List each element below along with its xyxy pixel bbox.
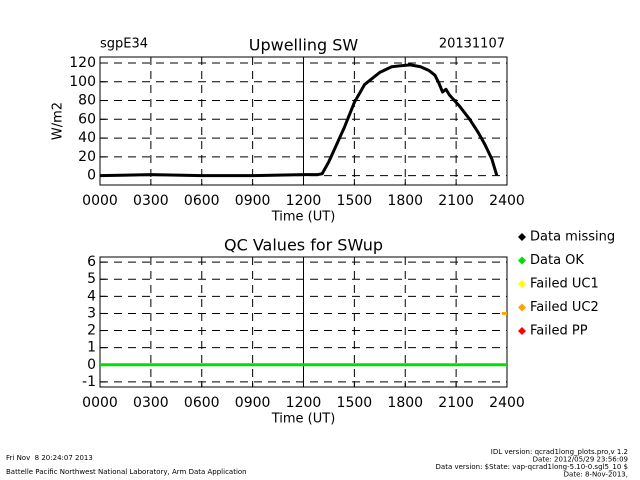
y-tick-label: 60 [78,111,96,127]
y-tick-label: 4 [87,288,96,304]
y-tick-label: 20 [78,149,96,165]
footer-right: Date: 2012/05/29 23:56:09 [533,456,628,464]
x-tick-label: 2400 [489,395,525,411]
site-label: sgpE34 [100,37,148,52]
footer-left: Fri Nov 8 20:24:07 2013 [6,454,93,462]
legend-marker [518,303,526,312]
legend-label: Failed UC2 [530,300,599,315]
x-tick-label: 0900 [235,395,271,411]
y-tick-label: 6 [87,254,96,270]
x-tick-label: 0600 [184,395,220,411]
legend-label: Data missing [530,230,615,245]
plot-frame [99,256,508,388]
x-tick-label: 0900 [235,193,271,209]
y-tick-label: 0 [87,168,96,184]
legend-label: Failed PP [530,324,588,339]
data-line [99,63,499,178]
y-tick-label: 3 [87,305,96,321]
y-tick-label: 1 [87,340,96,356]
x-axis-label: Time (UT) [271,210,336,225]
x-tick-label: 0600 [184,193,220,209]
footer-right: Data version: $State: vap-qcrad1long-5.1… [436,463,628,471]
x-tick-label: 0300 [133,395,169,411]
legend-marker [518,327,526,335]
y-tick-label: 80 [78,93,96,109]
footer-right: Date: 8-Nov-2013, [564,471,628,479]
x-tick-label: 2100 [438,395,474,411]
footer-right: IDL version: qcrad1long_plots.pro,v 1.2 [491,448,628,456]
footer-left: Battelle Pacific Northwest National Labo… [6,468,247,476]
x-tick-label: 2100 [438,193,474,209]
legend-marker [518,256,526,265]
y-tick-label: -1 [82,374,96,390]
y-tick-label: 100 [69,74,96,90]
chart-title: QC Values for SWup [224,236,383,255]
x-axis-label: Time (UT) [271,412,336,427]
y-tick-label: 5 [87,271,96,287]
legend-label: Data OK [530,253,584,268]
legend-marker [518,280,526,288]
x-tick-label: 1200 [286,193,322,209]
x-tick-label: 1800 [387,395,423,411]
plot-frame [99,56,508,186]
x-tick-label: 1500 [337,193,373,209]
y-tick-label: 120 [69,55,96,71]
y-tick-label: 0 [87,357,96,373]
x-tick-label: 1500 [337,395,373,411]
date-label: 20131107 [439,37,505,52]
legend-marker [518,233,526,241]
y-tick-label: 40 [78,130,96,146]
chart-title: Upwelling SW [249,36,359,55]
legend-label: Failed UC1 [530,277,599,292]
x-tick-label: 1200 [286,395,322,411]
y-tick-label: 2 [87,323,96,339]
x-tick-label: 0300 [133,193,169,209]
x-tick-label: 0000 [82,395,118,411]
x-tick-label: 1800 [387,193,423,209]
x-tick-label: 0000 [82,193,118,209]
x-tick-label: 2400 [489,193,525,209]
y-axis-label: W/m2 [51,102,66,140]
